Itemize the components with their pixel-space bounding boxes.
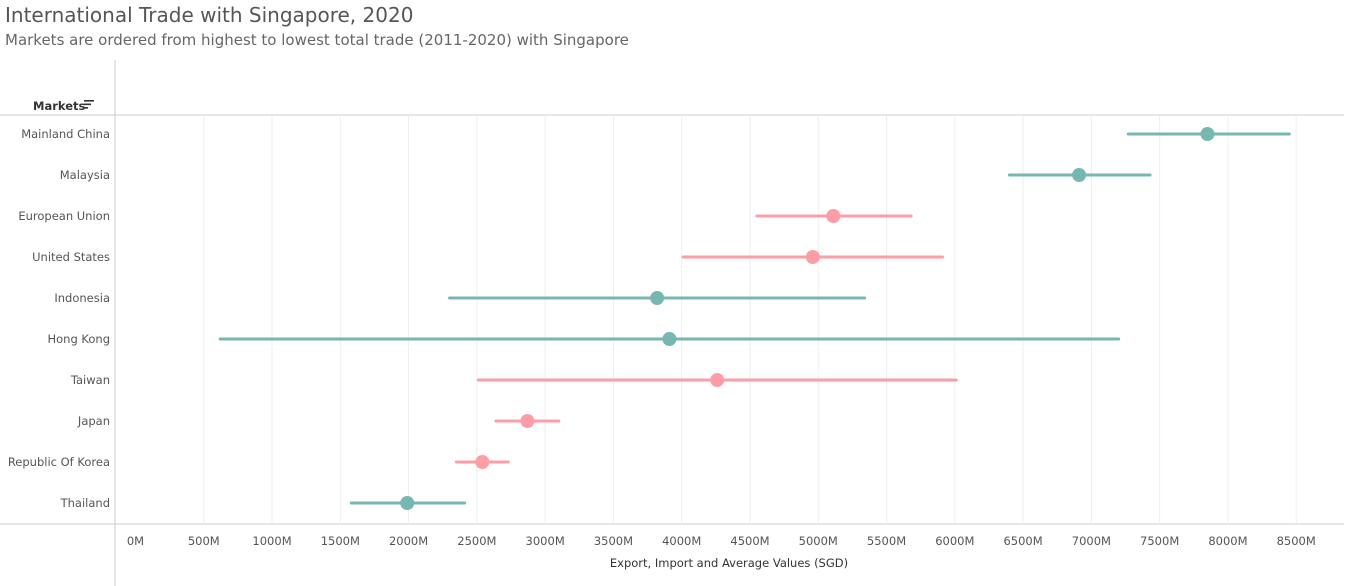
x-tick-label: 0M	[127, 534, 144, 548]
average-dot	[805, 250, 820, 264]
average-dot	[662, 332, 677, 346]
x-tick-label: 2000M	[389, 534, 428, 548]
x-tick-label: 4000M	[662, 534, 701, 548]
market-label: Mainland China	[21, 127, 110, 141]
x-tick-label: 7000M	[1072, 534, 1111, 548]
average-dot	[520, 414, 535, 428]
market-row: Republic Of Korea	[8, 455, 510, 469]
market-label: Taiwan	[70, 373, 110, 387]
x-tick-label: 8000M	[1208, 534, 1247, 548]
x-axis: 0M 500M 1000M 1500M 2000M 2500M 3000M 3500M 4000…	[127, 534, 1316, 548]
market-row: Mainland China	[21, 127, 1291, 141]
market-row: United States	[32, 250, 945, 264]
x-tick-label: 2500M	[457, 534, 496, 548]
chart-subtitle: Markets are ordered from highest to lowe…	[5, 31, 629, 49]
x-tick-label: 7500M	[1140, 534, 1179, 548]
x-tick-label: 3500M	[594, 534, 633, 548]
x-tick-label: 500M	[188, 534, 220, 548]
chart-frame	[0, 60, 1344, 586]
average-dot	[475, 455, 490, 469]
x-tick-label: 5000M	[799, 534, 838, 548]
x-tick-label: 1000M	[252, 534, 291, 548]
market-label: Malaysia	[60, 168, 110, 182]
x-axis-title: Export, Import and Average Values (SGD)	[610, 556, 848, 570]
market-row: Malaysia	[60, 168, 1152, 182]
x-tick-label: 5500M	[867, 534, 906, 548]
market-label: Hong Kong	[47, 332, 110, 346]
market-rows: Mainland China Malaysia European Union Unit…	[8, 127, 1291, 510]
average-dot	[1072, 168, 1087, 182]
average-dot	[826, 209, 841, 223]
average-dot	[650, 291, 665, 305]
chart-title: International Trade with Singapore, 2020	[5, 3, 414, 27]
row-header-label: Markets	[33, 99, 86, 113]
x-tick-label: 3000M	[526, 534, 565, 548]
market-label: European Union	[18, 209, 110, 223]
market-label: Japan	[77, 414, 110, 428]
x-tick-label: 4500M	[730, 534, 769, 548]
x-tick-label: 1500M	[321, 534, 360, 548]
market-label: Indonesia	[54, 291, 110, 305]
x-tick-label: 8500M	[1277, 534, 1316, 548]
market-label: United States	[32, 250, 110, 264]
market-row: Japan	[77, 414, 561, 428]
average-dot	[1200, 127, 1215, 141]
average-dot	[710, 373, 725, 387]
row-header[interactable]: Markets	[33, 99, 94, 113]
gridlines	[203, 115, 1297, 524]
market-label: Thailand	[60, 496, 110, 510]
sort-descending-icon[interactable]	[84, 100, 94, 109]
x-tick-label: 6500M	[1003, 534, 1042, 548]
average-dot	[400, 496, 415, 510]
market-label: Republic Of Korea	[8, 455, 110, 469]
market-row: European Union	[18, 209, 913, 223]
market-row: Thailand	[60, 496, 467, 510]
market-row: Hong Kong	[47, 332, 1121, 346]
x-tick-label: 6000M	[935, 534, 974, 548]
market-row: Taiwan	[70, 373, 958, 387]
market-row: Indonesia	[54, 291, 867, 305]
